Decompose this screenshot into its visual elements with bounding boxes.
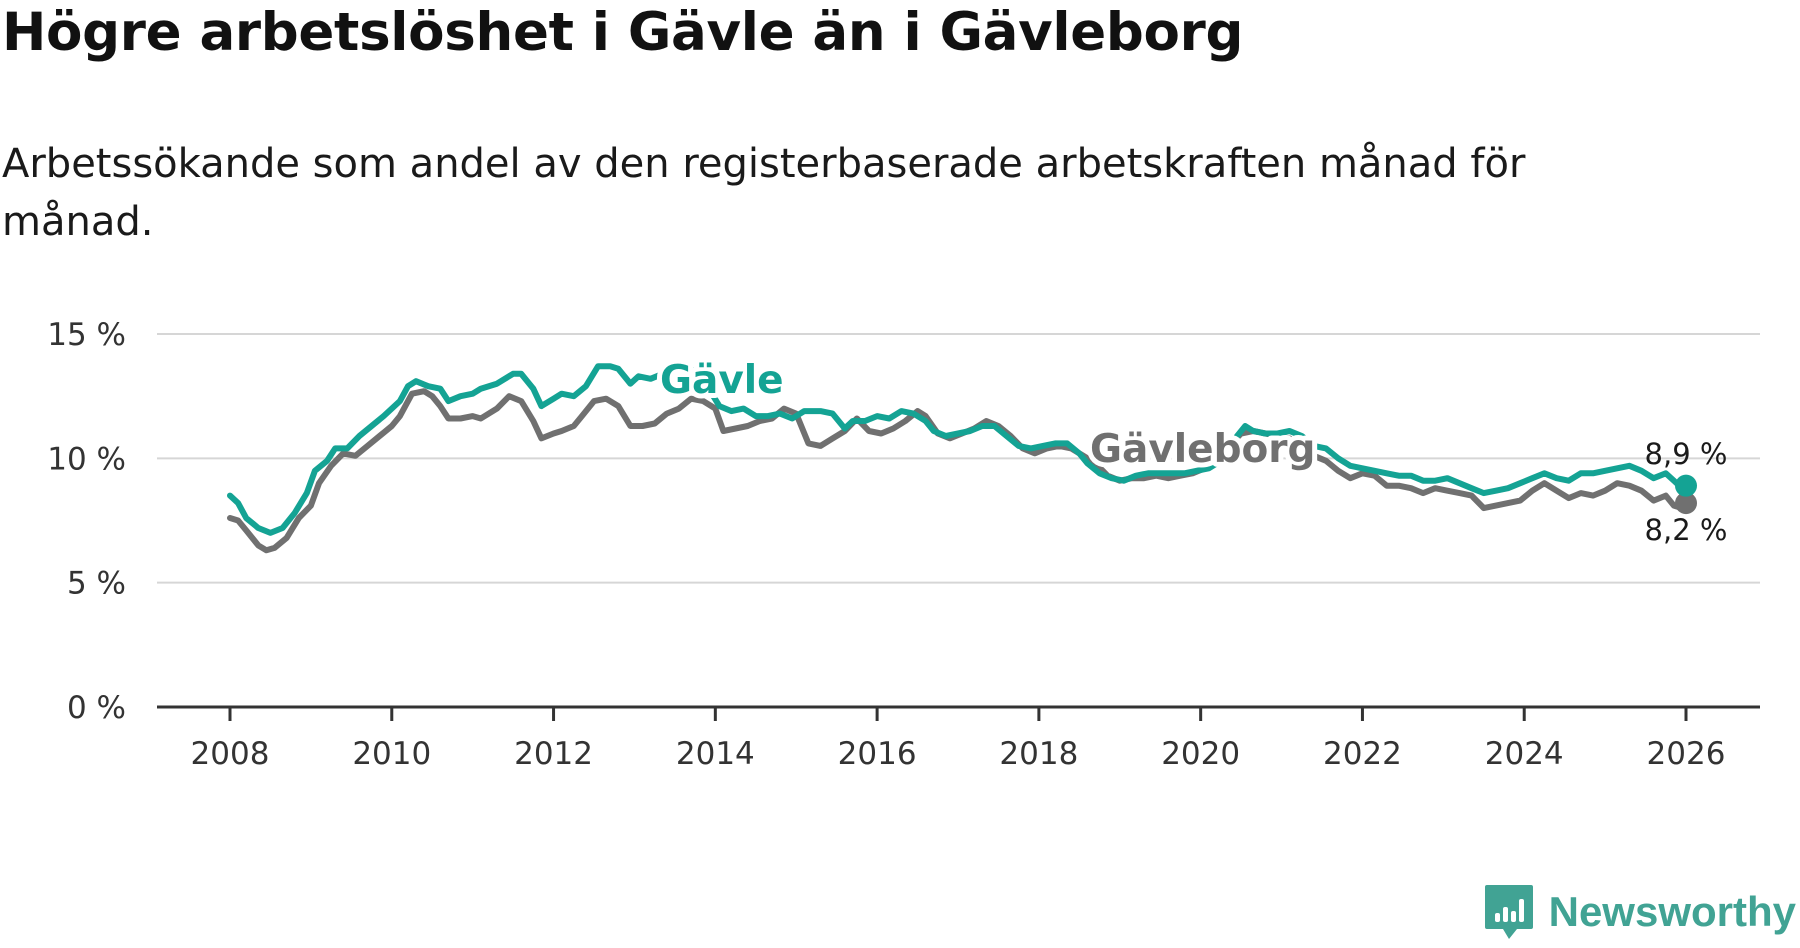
x-tick-label: 2010 [352,736,431,772]
x-tick-label: 2014 [676,736,755,772]
series-line-gavle [227,363,1689,536]
x-tick-label: 2024 [1485,736,1564,772]
gridlines [157,333,1760,584]
series-lines [227,363,1697,554]
series-endpoint-gavleborg [1675,492,1697,515]
chart-subtitle: Arbetssökande som andel av den registerb… [2,141,1526,245]
axes: 0 % 5 % 10 % 15 % 2008 2010 2012 2014 2016 2018 20… [47,317,1760,772]
x-tick-label: 2012 [514,736,593,772]
x-tick-label: 2022 [1323,736,1402,772]
series-endpoint-gavle [1675,474,1697,497]
x-tick-label: 2018 [999,736,1078,772]
x-tick-label: 2020 [1161,736,1240,772]
x-tick-label: 2016 [838,736,917,772]
labels: Gävle Gävleborg 8,9 % 8,2 % [655,353,1728,547]
y-tick-label: 15 % [47,317,126,353]
end-value-label-gavle: 8,9 % [1645,437,1728,471]
brand-logo: Newsworthy [1483,883,1796,941]
end-value-label-gavleborg: 8,2 % [1645,513,1728,547]
brand-name: Newsworthy [1548,888,1796,935]
series-line-gavleborg [227,388,1689,554]
x-tick-label: 2008 [191,736,270,772]
y-tick-label: 5 % [67,566,126,602]
series-label-gavle: Gävle [660,358,784,403]
chart-title: Högre arbetslöshet i Gävle än i Gävlebor… [2,2,1244,63]
y-tick-label: 10 % [47,441,126,477]
y-tick-label: 0 % [67,690,126,726]
series-label-gavleborg: Gävleborg [1090,427,1315,472]
x-tick-label: 2026 [1647,736,1726,772]
newsworthy-logo-icon [1484,885,1533,939]
